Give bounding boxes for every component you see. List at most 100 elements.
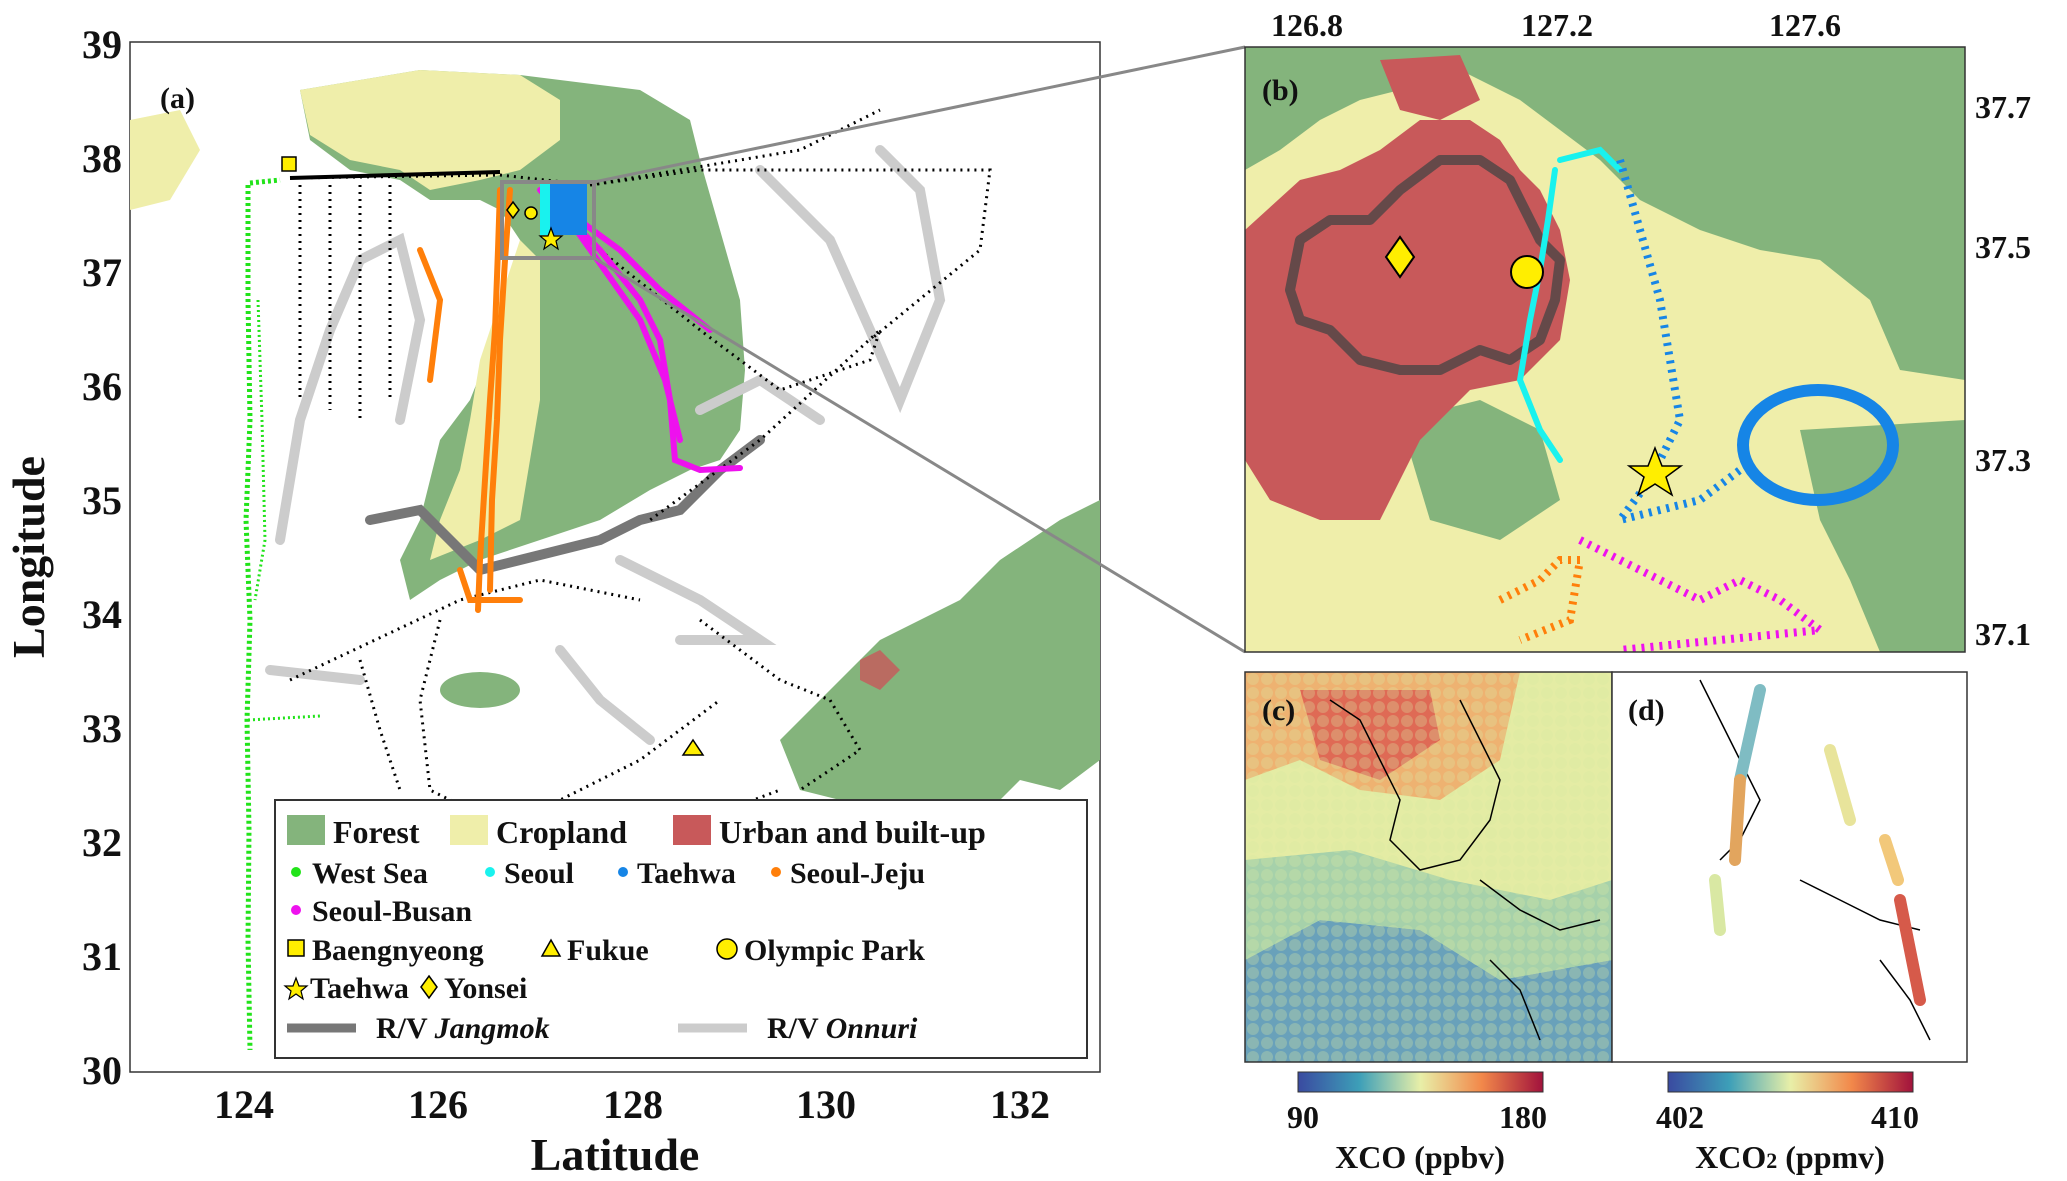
panel-a-map bbox=[130, 70, 1100, 1051]
panel-a-xaxis: 124 126 128 130 132 bbox=[214, 1082, 1050, 1127]
b-xtick-label: 126.8 bbox=[1271, 7, 1343, 43]
b-xtick-label: 127.2 bbox=[1521, 7, 1593, 43]
xco2-cbar-title: XCO2 (ppmv) bbox=[1695, 1139, 1885, 1175]
cropland-west bbox=[430, 240, 540, 560]
panel-b-urban-north bbox=[1380, 55, 1480, 120]
ytick-label: 30 bbox=[82, 1048, 122, 1093]
b-ytick-label: 37.3 bbox=[1975, 442, 2031, 478]
legend-dot-seoul-jeju bbox=[771, 867, 781, 877]
xco2-cbar-max: 410 bbox=[1871, 1099, 1919, 1135]
japan-urban bbox=[860, 650, 900, 690]
panel-a-label: (a) bbox=[160, 82, 195, 115]
flight-tracks-black bbox=[289, 108, 992, 862]
x-axis-title: Latitude bbox=[531, 1129, 700, 1180]
panel-b-forest-north bbox=[1245, 47, 1965, 380]
taehwa-cluster bbox=[545, 180, 587, 235]
legend-label-onnuri: R/V Onnuri bbox=[767, 1012, 918, 1045]
yonsei-marker-a bbox=[506, 200, 520, 220]
panel-d: (d) 402 410 XCO2 (ppmv) bbox=[1611, 671, 1968, 1175]
olympic-park-marker-a bbox=[524, 206, 538, 220]
ytick-label: 34 bbox=[82, 592, 122, 637]
panel-d-map bbox=[1612, 672, 1967, 1062]
b-ytick-label: 37.7 bbox=[1975, 89, 2031, 125]
panel-a-yaxis: 39 38 37 36 35 34 33 32 31 30 bbox=[82, 22, 122, 1093]
panel-b-map bbox=[1245, 47, 1965, 652]
taehwa-marker-a bbox=[538, 226, 564, 251]
legend-label-baengnyeong: Baengnyeong bbox=[312, 934, 484, 967]
panel-b-seoul-track bbox=[1516, 146, 1623, 463]
xco-cbar-max: 180 bbox=[1499, 1099, 1547, 1135]
panel-b: (b) 126.8 127.2 127.6 37.7 37.5 37.3 37.… bbox=[1244, 7, 2031, 653]
xtick-label: 132 bbox=[990, 1082, 1050, 1127]
legend-label-seoul-jeju: Seoul-Jeju bbox=[790, 857, 925, 890]
yonsei-marker-b bbox=[1384, 235, 1416, 279]
xtick-label: 124 bbox=[214, 1082, 274, 1127]
legend-label-taehwa-site: Taehwa bbox=[310, 972, 409, 1005]
panel-c-dots bbox=[1245, 672, 1612, 1062]
legend-label-jangmok-prefix: R/V bbox=[376, 1012, 435, 1045]
xco-cbar-min: 90 bbox=[1287, 1099, 1319, 1135]
panel-d-oco2-swaths bbox=[1709, 684, 1926, 1006]
legend-label-seoul-busan: Seoul-Busan bbox=[312, 895, 472, 928]
legend-label-jangmok-name: Jangmok bbox=[434, 1012, 550, 1045]
xco2-colorbar bbox=[1667, 1071, 1914, 1093]
jangmok-track bbox=[365, 435, 765, 576]
panel-c-map bbox=[1245, 672, 1612, 1062]
seoul-cluster bbox=[540, 180, 550, 235]
y-axis-title: Longitude bbox=[3, 456, 54, 658]
panel-b-jeju-track bbox=[1498, 556, 1585, 644]
b-xtick-label: 127.6 bbox=[1769, 7, 1841, 43]
legend-marker-circle bbox=[716, 938, 738, 960]
panel-c: (c) 90 180 XCO (ppbv) bbox=[1244, 671, 1613, 1175]
legend-label-onnuri-prefix: R/V bbox=[767, 1012, 826, 1045]
legend-label-seoul: Seoul bbox=[504, 857, 574, 890]
legend-label-onnuri-name: Onnuri bbox=[826, 1012, 918, 1045]
b-ytick-label: 37.5 bbox=[1975, 229, 2031, 265]
xtick-label: 126 bbox=[408, 1082, 468, 1127]
ytick-label: 37 bbox=[82, 250, 122, 295]
legend-swatch-forest bbox=[287, 815, 325, 845]
panel-b-taehwa-loop bbox=[1737, 384, 1899, 506]
panel-b-forest-east bbox=[1800, 420, 1965, 652]
legend-dot-west-sea bbox=[291, 867, 301, 877]
legend-label-jangmok: R/V Jangmok bbox=[376, 1012, 550, 1045]
xco-cbar-title: XCO (ppbv) bbox=[1335, 1139, 1505, 1175]
panel-c-coastline bbox=[1329, 699, 1601, 1041]
legend-swatch-urban bbox=[673, 815, 711, 845]
zoom-connector-bottom bbox=[593, 256, 1246, 654]
ytick-label: 31 bbox=[82, 934, 122, 979]
zoom-box bbox=[500, 180, 596, 260]
legend-label-yonsei: Yonsei bbox=[444, 972, 527, 1005]
panel-c-label: (c) bbox=[1262, 694, 1295, 727]
panel-a: 124 126 128 130 132 39 38 37 36 35 34 33… bbox=[3, 22, 1101, 1180]
ytick-label: 33 bbox=[82, 706, 122, 751]
xco-colorbar bbox=[1297, 1071, 1544, 1093]
legend-dot-taehwa bbox=[618, 867, 628, 877]
legend-dot-seoul bbox=[485, 867, 495, 877]
ytick-label: 39 bbox=[82, 22, 122, 67]
legend-label-taehwa: Taehwa bbox=[637, 857, 736, 890]
legend-label-west-sea: West Sea bbox=[312, 857, 428, 890]
china-land bbox=[130, 110, 200, 210]
panel-d-bg bbox=[1612, 672, 1967, 1062]
legend-marker-diamond bbox=[420, 974, 438, 1000]
flight-solid bbox=[289, 170, 501, 180]
fukue-marker bbox=[681, 738, 705, 756]
ytick-label: 38 bbox=[82, 136, 122, 181]
west-sea-track bbox=[243, 177, 281, 1051]
legend-label-forest: Forest bbox=[333, 814, 420, 850]
legend-marker-star bbox=[283, 976, 309, 1001]
west-sea-track-2 bbox=[247, 299, 321, 722]
panel-b-label: (b) bbox=[1262, 74, 1299, 107]
legend-swatch-cropland bbox=[450, 815, 488, 845]
panel-b-forest-south bbox=[1400, 400, 1560, 540]
panel-b-frame bbox=[1244, 46, 1966, 653]
seoul-boundary bbox=[1285, 155, 1565, 375]
legend-label-cropland: Cropland bbox=[496, 814, 627, 850]
xtick-label: 128 bbox=[603, 1082, 663, 1127]
xco2-title-main: XCO bbox=[1695, 1139, 1766, 1175]
taehwa-marker-b bbox=[1626, 445, 1684, 497]
panel-d-label: (d) bbox=[1628, 694, 1665, 727]
olympic-park-marker-b bbox=[1510, 255, 1544, 289]
